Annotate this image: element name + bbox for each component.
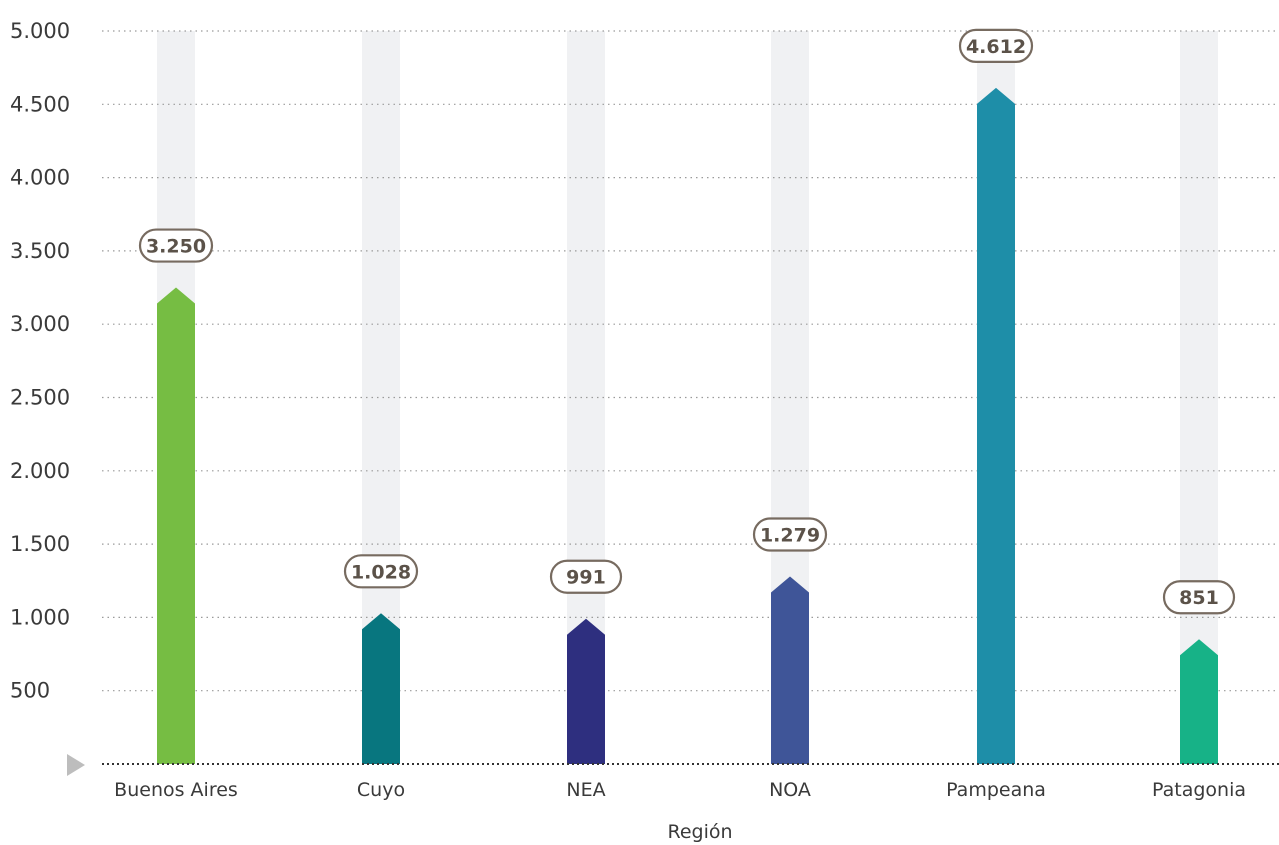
y-tick-label: 1.500 [10, 532, 70, 556]
bar [771, 576, 809, 764]
y-tick-label: 4.500 [10, 92, 70, 116]
data-label-box [752, 517, 828, 552]
bar [1180, 639, 1218, 764]
x-tick-label: NOA [769, 779, 811, 801]
x-tick-label: Cuyo [357, 779, 405, 801]
axis-arrow-icon [67, 754, 85, 776]
x-tick-label: NEA [566, 779, 605, 801]
data-label-box [958, 28, 1034, 63]
y-tick-label: 2.500 [10, 386, 70, 410]
data-label-box [343, 554, 419, 589]
bar [362, 613, 400, 764]
y-tick-label: 500 [10, 679, 50, 703]
y-axis-ticks: 500 1.000 1.500 2.000 2.500 3.000 3.500 4.000 4.… [10, 19, 70, 703]
x-tick-label: Buenos Aires [114, 779, 238, 801]
x-axis-title: Región [667, 821, 732, 843]
gridlines [102, 30, 1279, 692]
x-axis-ticks: Buenos Aires Cuyo NEA NOA Pampeana Patagonia [114, 779, 1246, 801]
data-labels: 3.250 1.028 991 1.279 4.612 851 [138, 28, 1236, 615]
y-tick-label: 3.500 [10, 239, 70, 263]
data-label: 1.028 [351, 561, 411, 583]
y-tick-label: 5.000 [10, 19, 70, 43]
bar [567, 618, 605, 764]
data-label: 4.612 [966, 36, 1026, 58]
bars [157, 87, 1218, 764]
x-tick-label: Patagonia [1152, 779, 1246, 801]
y-tick-label: 2.000 [10, 459, 70, 483]
y-tick-label: 4.000 [10, 166, 70, 190]
bar [977, 87, 1015, 764]
bar-tracks [157, 31, 1218, 764]
data-label-box [549, 559, 623, 594]
y-tick-label: 3.000 [10, 312, 70, 336]
data-label: 1.279 [760, 524, 820, 546]
bar [157, 287, 195, 764]
y-tick-label: 1.000 [10, 605, 70, 629]
data-label: 3.250 [146, 236, 206, 258]
data-label: 991 [566, 567, 606, 589]
data-label: 851 [1179, 587, 1219, 609]
data-label-box [138, 228, 214, 263]
data-label-box [1162, 580, 1236, 615]
x-tick-label: Pampeana [946, 779, 1046, 801]
